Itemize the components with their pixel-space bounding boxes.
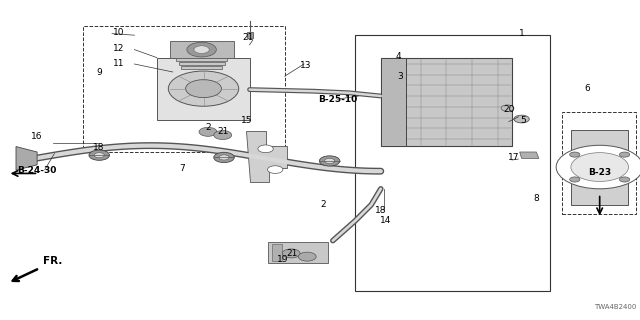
Text: 2: 2 <box>321 200 326 209</box>
Text: 11: 11 <box>113 59 124 68</box>
Text: 4: 4 <box>396 52 401 61</box>
Circle shape <box>571 153 628 181</box>
Circle shape <box>514 115 529 123</box>
Text: 7: 7 <box>180 164 185 173</box>
Text: 18: 18 <box>375 206 387 215</box>
Circle shape <box>620 152 630 157</box>
Text: 1: 1 <box>519 29 524 38</box>
Text: 20: 20 <box>503 105 515 114</box>
Polygon shape <box>16 147 37 170</box>
Bar <box>562 112 636 214</box>
Bar <box>272 244 282 261</box>
Circle shape <box>94 153 104 158</box>
Text: TWA4B2400: TWA4B2400 <box>595 304 637 310</box>
Circle shape <box>186 80 221 98</box>
Bar <box>381 58 406 146</box>
Circle shape <box>219 155 229 160</box>
Bar <box>571 130 628 205</box>
Text: 19: 19 <box>277 255 289 264</box>
Bar <box>180 66 223 69</box>
Text: 18: 18 <box>93 143 105 152</box>
Bar <box>170 41 234 58</box>
Text: 10: 10 <box>113 28 124 37</box>
Text: 3: 3 <box>397 72 403 81</box>
Bar <box>355 35 550 291</box>
Text: 15: 15 <box>241 116 252 125</box>
Circle shape <box>258 145 273 153</box>
Bar <box>268 242 328 263</box>
Polygon shape <box>520 152 539 158</box>
Bar <box>179 62 225 65</box>
Circle shape <box>501 105 514 111</box>
Text: 21: 21 <box>242 33 253 42</box>
Circle shape <box>282 249 300 258</box>
Circle shape <box>214 152 234 163</box>
Text: 6: 6 <box>584 84 589 93</box>
Circle shape <box>570 152 580 157</box>
Circle shape <box>556 145 640 189</box>
Polygon shape <box>246 131 287 182</box>
Text: 8: 8 <box>534 194 539 203</box>
Text: B-23: B-23 <box>588 168 611 177</box>
Text: 21: 21 <box>287 249 298 258</box>
Text: 9: 9 <box>97 68 102 77</box>
Bar <box>381 58 512 146</box>
Text: B-25-10: B-25-10 <box>317 95 357 104</box>
Circle shape <box>89 150 109 160</box>
Bar <box>176 58 227 61</box>
Text: B-24-30: B-24-30 <box>17 166 56 175</box>
Circle shape <box>214 131 232 140</box>
Circle shape <box>194 46 209 53</box>
Text: 17: 17 <box>508 153 519 162</box>
Circle shape <box>199 127 217 136</box>
Circle shape <box>324 158 335 164</box>
Circle shape <box>187 42 216 57</box>
Text: 5: 5 <box>521 116 526 125</box>
Text: 13: 13 <box>300 61 311 70</box>
Circle shape <box>319 156 340 166</box>
Text: 14: 14 <box>380 216 391 225</box>
Circle shape <box>268 166 283 173</box>
Text: 21: 21 <box>217 127 228 136</box>
Circle shape <box>570 177 580 182</box>
Bar <box>83 26 285 152</box>
Text: FR.: FR. <box>43 256 62 266</box>
Bar <box>157 58 250 120</box>
Circle shape <box>620 177 630 182</box>
Circle shape <box>298 252 316 261</box>
Text: 12: 12 <box>113 44 124 53</box>
Circle shape <box>168 71 239 106</box>
Text: 2: 2 <box>205 124 211 132</box>
Text: 16: 16 <box>31 132 43 141</box>
